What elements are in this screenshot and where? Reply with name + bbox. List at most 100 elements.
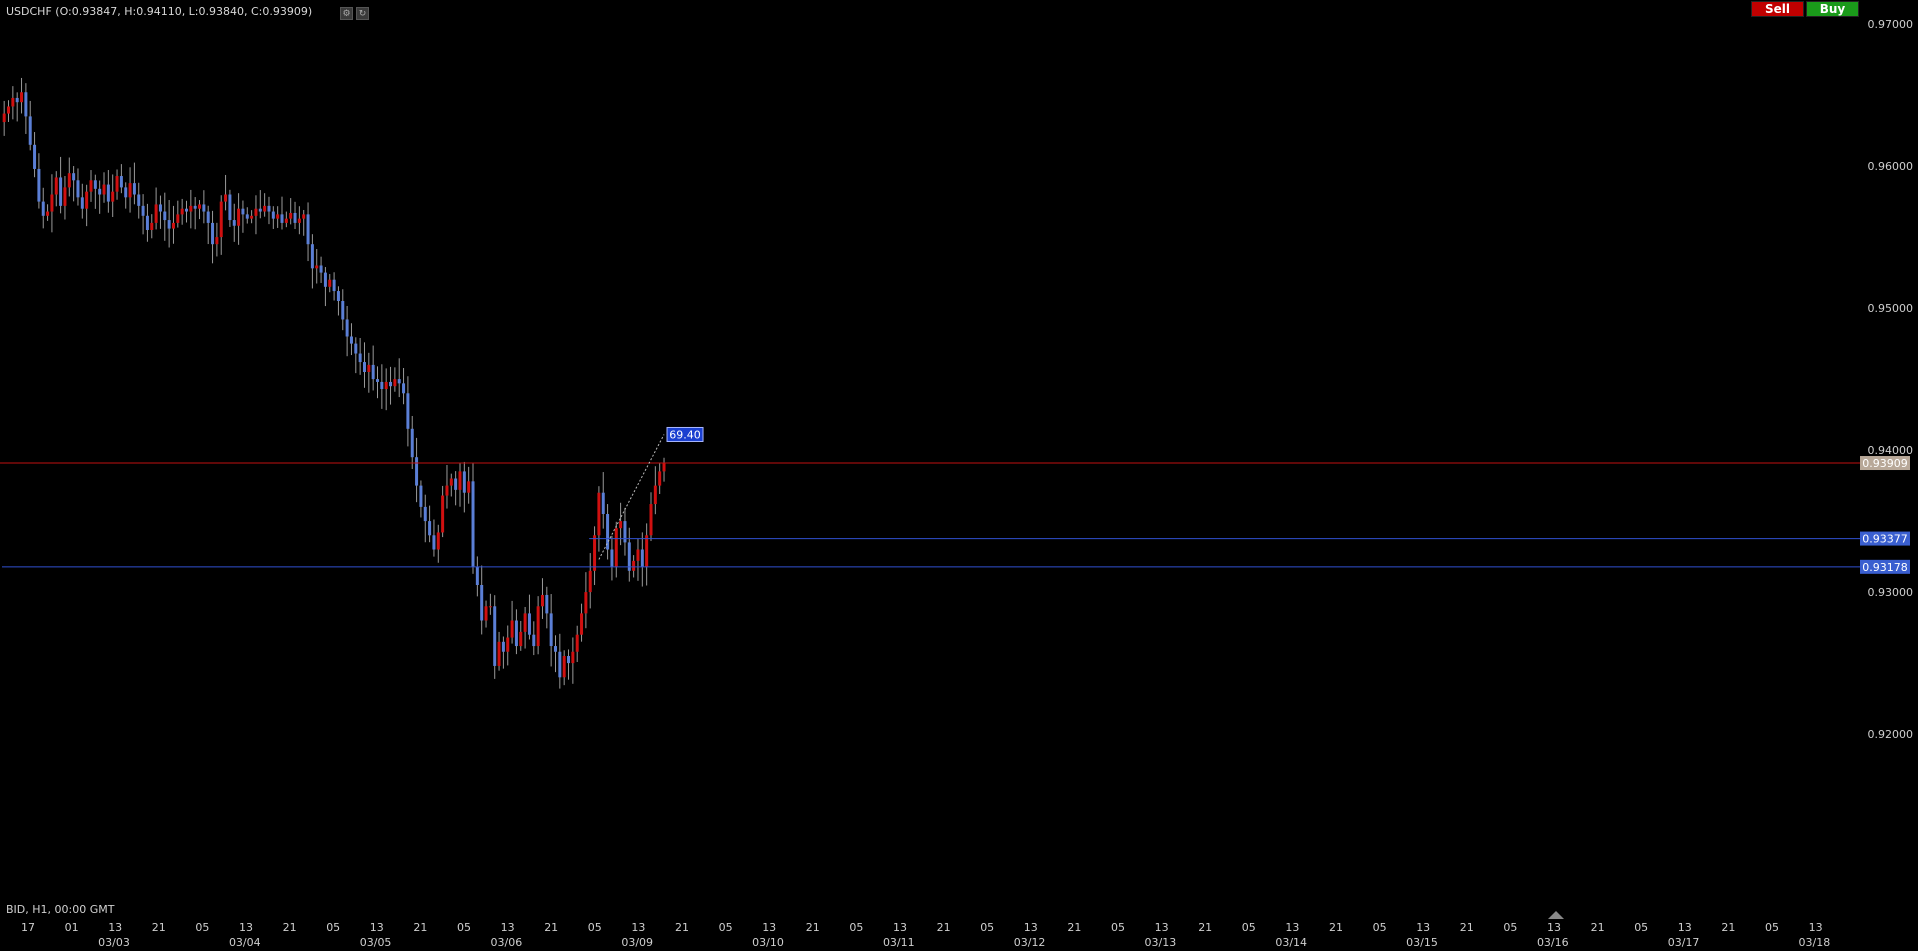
candle-body [328, 279, 332, 287]
candle-body [258, 208, 262, 212]
candle-body [271, 211, 275, 219]
x-tick-label: 21 [806, 921, 820, 934]
candle-body [384, 381, 388, 390]
candle-body [354, 343, 358, 354]
candle-body [263, 205, 267, 212]
y-tick-label: 0.92000 [1868, 728, 1914, 741]
candle-body [46, 211, 50, 216]
candle-body [284, 218, 288, 223]
level-price-label: 0.93377 [1862, 533, 1908, 546]
candle-body [593, 535, 597, 571]
candle-body [345, 319, 349, 337]
x-tick-label: 13 [1416, 921, 1430, 934]
candle-body [488, 606, 492, 608]
candle-body [106, 184, 110, 202]
candle-body [454, 478, 458, 490]
x-tick-label: 21 [152, 921, 166, 934]
candle-body [154, 204, 158, 223]
candle-body [380, 381, 384, 390]
candle-body [80, 197, 84, 209]
sell-button[interactable]: Sell [1751, 1, 1804, 17]
candle-body [24, 92, 28, 117]
candle-body [645, 535, 649, 567]
candle-body [33, 144, 37, 169]
x-tick-label: 05 [1111, 921, 1125, 934]
candle-body [428, 521, 432, 536]
y-tick-label: 0.95000 [1868, 302, 1914, 315]
x-date-label: 03/18 [1799, 936, 1831, 949]
candle-body [67, 173, 71, 188]
candle-body [137, 194, 141, 206]
candle-body [584, 592, 588, 614]
measure-badge [666, 426, 704, 442]
candle-body [59, 177, 63, 206]
candle-body [358, 353, 362, 363]
measure-label: 69.40 [669, 428, 701, 441]
candle-body [575, 634, 579, 652]
settings-icon[interactable]: ⚙ [340, 7, 353, 20]
candle-body [389, 381, 393, 387]
x-tick-label: 17 [21, 921, 35, 934]
x-tick-label: 21 [544, 921, 558, 934]
current-price-label: 0.93909 [1862, 457, 1908, 470]
x-tick-label: 21 [1067, 921, 1081, 934]
candle-body [597, 492, 601, 536]
candle-body [63, 187, 67, 206]
x-tick-label: 21 [1721, 921, 1735, 934]
candle-body [163, 211, 167, 221]
buy-button[interactable]: Buy [1806, 1, 1859, 17]
candle-body [497, 641, 501, 666]
x-tick-label: 05 [1765, 921, 1779, 934]
x-tick-label: 05 [849, 921, 863, 934]
candle-body [523, 613, 527, 632]
candle-body [176, 214, 180, 223]
candle-body [562, 656, 566, 678]
x-tick-label: 21 [675, 921, 689, 934]
x-date-label: 03/15 [1406, 936, 1438, 949]
candle-body [432, 535, 436, 550]
x-tick-label: 21 [1591, 921, 1605, 934]
x-tick-label: 13 [1547, 921, 1561, 934]
x-tick-label: 21 [1329, 921, 1343, 934]
candle-body [37, 168, 41, 202]
x-tick-label: 13 [1678, 921, 1692, 934]
candle-body [567, 656, 571, 664]
candle-body [202, 204, 206, 212]
candle-body [649, 504, 653, 536]
candle-body [102, 184, 106, 195]
candle-body [436, 532, 440, 550]
candle-body [662, 462, 666, 472]
candle-body [167, 220, 171, 229]
y-tick-label: 0.94000 [1868, 444, 1914, 457]
candle-body [128, 183, 132, 198]
candle-body [98, 188, 102, 195]
candle-body [289, 212, 293, 219]
level-price-badge [1860, 559, 1910, 574]
candle-body [632, 560, 636, 571]
candle-body [553, 646, 557, 652]
candle-body [510, 620, 514, 638]
candle-body [341, 301, 345, 320]
x-tick-label: 13 [370, 921, 384, 934]
x-date-label: 03/05 [360, 936, 392, 949]
x-date-label: 03/12 [1014, 936, 1046, 949]
x-tick-label: 01 [65, 921, 79, 934]
candle-body [619, 521, 623, 529]
refresh-icon[interactable]: ↻ [356, 7, 369, 20]
candle-body [228, 194, 232, 221]
x-date-label: 03/11 [883, 936, 915, 949]
candle-body [145, 215, 149, 230]
candle-body [119, 176, 123, 188]
candle-body [376, 379, 380, 382]
candle-body [280, 214, 284, 223]
candle-body [241, 208, 245, 215]
x-tick-label: 05 [1634, 921, 1648, 934]
candle-body [332, 279, 336, 292]
candle-body [640, 549, 644, 567]
candle-body [11, 97, 15, 107]
x-date-label: 03/09 [621, 936, 653, 949]
candle-body [397, 379, 401, 384]
candle-body [462, 471, 466, 493]
candle-body [219, 201, 223, 238]
